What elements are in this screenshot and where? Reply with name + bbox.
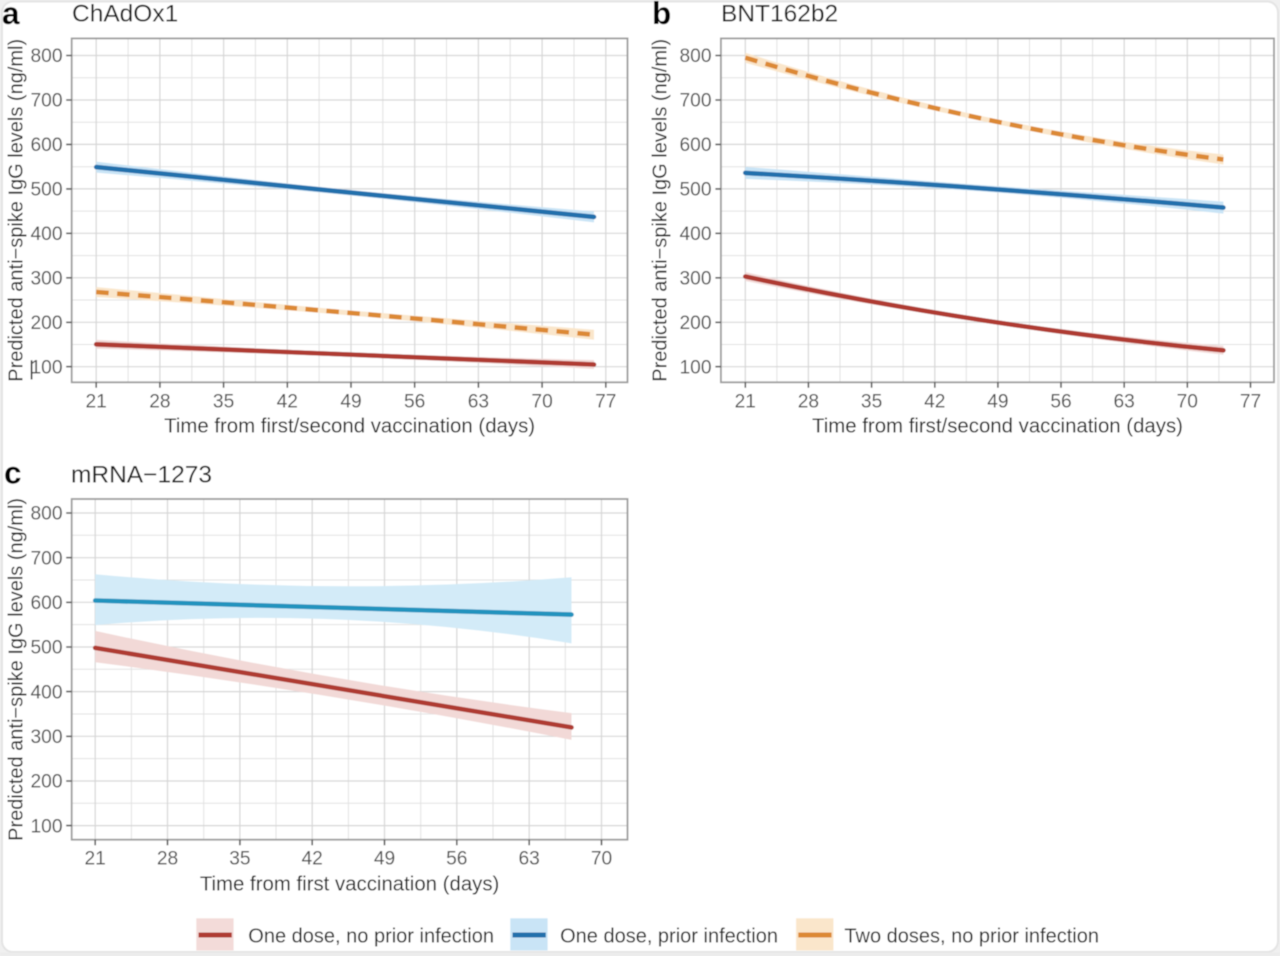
svg-text:700: 700	[30, 91, 62, 112]
svg-text:21: 21	[85, 849, 106, 870]
svg-text:28: 28	[798, 391, 819, 412]
svg-text:70: 70	[591, 849, 612, 870]
svg-text:800: 800	[679, 46, 711, 67]
svg-text:300: 300	[30, 727, 62, 748]
svg-text:100: 100	[30, 357, 62, 378]
svg-text:One dose, no prior infection: One dose, no prior infection	[248, 925, 494, 947]
svg-text:Time from first/second vaccina: Time from first/second vaccination (days…	[164, 415, 535, 437]
svg-text:600: 600	[30, 593, 62, 614]
svg-text:300: 300	[679, 269, 711, 290]
svg-text:56: 56	[404, 391, 425, 412]
svg-text:BNT162b2: BNT162b2	[721, 0, 838, 27]
svg-text:700: 700	[679, 91, 711, 112]
svg-text:400: 400	[30, 682, 62, 703]
svg-text:35: 35	[861, 391, 882, 412]
svg-text:b: b	[652, 0, 671, 31]
svg-text:56: 56	[1050, 391, 1071, 412]
svg-text:49: 49	[374, 849, 395, 870]
svg-text:Predicted anti−spike IgG level: Predicted anti−spike IgG levels (ng/ml)	[650, 39, 672, 382]
svg-text:400: 400	[30, 224, 62, 245]
svg-text:mRNA−1273: mRNA−1273	[71, 462, 212, 489]
svg-text:300: 300	[30, 269, 62, 290]
svg-text:21: 21	[86, 391, 107, 412]
svg-text:63: 63	[519, 849, 540, 870]
svg-text:Time from first vaccination (d: Time from first vaccination (days)	[200, 873, 500, 895]
svg-text:Predicted anti−spike IgG level: Predicted anti−spike IgG levels (ng/ml)	[6, 498, 28, 841]
svg-text:c: c	[4, 455, 22, 491]
svg-text:500: 500	[30, 638, 62, 659]
svg-text:21: 21	[735, 391, 756, 412]
svg-text:49: 49	[340, 391, 361, 412]
svg-text:35: 35	[213, 391, 234, 412]
svg-text:70: 70	[531, 391, 552, 412]
svg-text:28: 28	[149, 391, 170, 412]
svg-text:One dose, prior infection: One dose, prior infection	[560, 925, 778, 947]
svg-text:100: 100	[30, 816, 62, 837]
svg-text:200: 200	[30, 313, 62, 334]
svg-text:500: 500	[679, 180, 711, 201]
svg-text:77: 77	[595, 391, 616, 412]
svg-text:42: 42	[277, 391, 298, 412]
svg-text:600: 600	[30, 135, 62, 156]
svg-text:200: 200	[30, 772, 62, 793]
svg-text:a: a	[2, 0, 20, 31]
svg-text:700: 700	[30, 548, 62, 569]
svg-text:800: 800	[30, 46, 62, 67]
svg-text:Time from first/second vaccina: Time from first/second vaccination (days…	[812, 415, 1183, 437]
svg-text:63: 63	[1114, 391, 1135, 412]
svg-text:42: 42	[302, 849, 323, 870]
svg-text:ChAdOx1: ChAdOx1	[72, 0, 178, 27]
svg-text:42: 42	[924, 391, 945, 412]
svg-text:35: 35	[229, 849, 250, 870]
svg-text:28: 28	[157, 849, 178, 870]
svg-text:70: 70	[1177, 391, 1198, 412]
svg-text:77: 77	[1240, 391, 1261, 412]
svg-text:Two doses, no prior infection: Two doses, no prior infection	[844, 925, 1099, 947]
svg-text:600: 600	[679, 135, 711, 156]
svg-text:100: 100	[679, 357, 711, 378]
svg-text:63: 63	[468, 391, 489, 412]
svg-text:800: 800	[30, 504, 62, 525]
svg-text:200: 200	[679, 313, 711, 334]
svg-text:Predicted anti−spike IgG level: Predicted anti−spike IgG levels (ng/ml)	[6, 39, 28, 382]
svg-text:500: 500	[30, 180, 62, 201]
svg-text:400: 400	[679, 224, 711, 245]
svg-text:56: 56	[446, 849, 467, 870]
svg-text:49: 49	[987, 391, 1008, 412]
